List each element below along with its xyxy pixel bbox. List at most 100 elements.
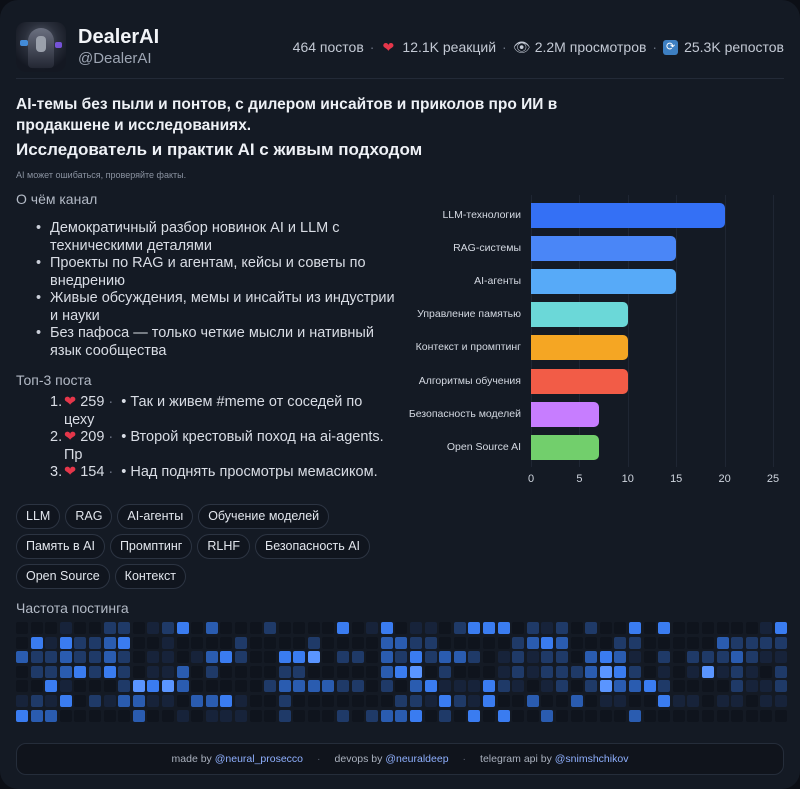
post-text[interactable]: Второй крестовый поход на ai-agents. Пр	[64, 429, 384, 463]
tag-chip[interactable]: Open Source	[16, 564, 110, 589]
avatar[interactable]	[16, 22, 66, 72]
heatmap-cell	[497, 709, 510, 722]
chart-bar[interactable]	[531, 269, 677, 295]
tag-chip[interactable]: RAG	[65, 504, 113, 529]
heatmap-cell	[322, 636, 335, 649]
heatmap-cell	[745, 680, 758, 693]
bar-category-label: Open Source AI	[446, 440, 521, 453]
heatmap-cell	[599, 651, 612, 664]
heatmap-cell	[745, 622, 758, 634]
devops-label: devops by	[334, 753, 383, 765]
heatmap-cell	[176, 694, 189, 707]
heatmap-cell	[453, 651, 466, 664]
heatmap-cell	[774, 622, 787, 634]
chart-bar[interactable]	[531, 203, 725, 228]
heatmap-cell	[526, 651, 539, 664]
chart-bar[interactable]	[531, 434, 599, 460]
heatmap-cell	[760, 636, 773, 649]
heatmap-cell	[701, 680, 714, 693]
heatmap-cell	[672, 709, 685, 722]
chart-bar[interactable]	[531, 335, 628, 361]
heatmap-cell	[307, 651, 320, 664]
heatmap-cell	[555, 694, 568, 707]
heatmap-cell	[774, 636, 787, 649]
heatmap-cell	[410, 680, 423, 693]
chart-bar[interactable]	[531, 368, 628, 394]
heatmap-cell	[337, 665, 350, 678]
devops-link[interactable]: @neuraldeep	[385, 753, 449, 765]
heatmap-cell	[45, 651, 58, 664]
post-rank: 2.	[50, 429, 63, 445]
heatmap-cell	[234, 694, 247, 707]
separator-dot: ·	[502, 39, 507, 55]
channel-description: AI-темы без пыли и понтов, с дилером инс…	[16, 96, 558, 134]
heatmap-cell	[555, 622, 568, 634]
heatmap-cell	[483, 651, 495, 664]
heatmap-cell	[687, 680, 700, 693]
separator-dot: ·	[462, 753, 467, 765]
tag-chip[interactable]: AI-агенты	[117, 504, 194, 529]
top-post-item[interactable]: 3. ❤ 154 · • Над поднять просмотры мемасик…	[50, 464, 378, 480]
separator-dot: ·	[317, 753, 321, 765]
heatmap-cell	[541, 680, 554, 693]
heatmap-cell	[118, 622, 131, 634]
tag-chip[interactable]: Память в AI	[16, 534, 105, 559]
chart-bar-row: Алгоритмы обучения	[400, 368, 785, 394]
heatmap-cell	[191, 651, 204, 664]
posts-count: 464 постов	[292, 39, 364, 55]
heatmap-cell	[395, 680, 408, 693]
heatmap-cell	[410, 651, 423, 664]
tag-chip[interactable]: Обучение моделей	[198, 504, 330, 529]
heart-icon: ❤	[64, 429, 81, 445]
heatmap-cell	[30, 651, 43, 664]
heatmap-cell	[731, 694, 744, 707]
heatmap-cell	[307, 694, 320, 707]
bar-category-label: Контекст и промптинг	[415, 341, 521, 354]
heatmap-cell	[555, 651, 568, 664]
heatmap-cell	[497, 694, 510, 707]
heatmap-cell	[351, 694, 364, 707]
chart-bar[interactable]	[531, 401, 599, 427]
heatmap-cell	[366, 680, 379, 693]
heatmap-cell	[643, 694, 656, 707]
heatmap-cell	[45, 636, 58, 649]
post-text[interactable]: Над поднять просмотры мемасиком.	[130, 464, 378, 480]
heatmap-cell	[16, 709, 28, 722]
heatmap-cell	[483, 694, 495, 707]
heatmap-cell	[351, 665, 364, 678]
heatmap-cell	[74, 680, 87, 693]
heatmap-cell	[453, 709, 466, 722]
tag-chip[interactable]: Промптинг	[109, 534, 193, 559]
bar-category-label: Безопасность моделей	[408, 407, 521, 420]
tag-chip[interactable]: Контекст	[114, 564, 186, 589]
heatmap-cell	[132, 636, 145, 649]
heatmap-cell	[716, 636, 729, 649]
heatmap-cell	[439, 665, 452, 678]
post-text[interactable]: Так и живем #meme от соседей по цеху	[64, 394, 363, 428]
heatmap-cell	[701, 651, 714, 664]
heatmap-cell	[628, 709, 641, 722]
channel-handle[interactable]: @DealerAI	[78, 50, 152, 67]
heatmap-cell	[88, 651, 101, 664]
chart-gridline	[579, 195, 581, 467]
tag-chip[interactable]: LLM	[16, 504, 61, 529]
api-link[interactable]: @snimshchikov	[554, 753, 629, 765]
top-post-item[interactable]: 1. ❤ 259 · • Так и живем #meme от соседей …	[50, 394, 363, 428]
heatmap-cell	[234, 636, 247, 649]
heatmap-cell	[264, 622, 277, 634]
heatmap-cell	[395, 622, 408, 634]
heatmap-cell	[264, 709, 277, 722]
chart-bar-row: LLM-технологии	[400, 203, 785, 228]
heatmap-cell	[293, 622, 306, 634]
chart-bar[interactable]	[531, 236, 677, 262]
heatmap-cell	[161, 694, 174, 707]
heatmap-cell	[351, 651, 364, 664]
heatmap-cell	[278, 680, 291, 693]
heatmap-cell	[16, 622, 28, 634]
made-by-link[interactable]: @neural_prosecco	[214, 753, 304, 765]
heatmap-cell	[541, 665, 554, 678]
chart-bar[interactable]	[531, 302, 628, 328]
top-post-item[interactable]: 2. ❤ 209 · • Второй крестовый поход на ai-…	[50, 429, 384, 463]
tag-chip[interactable]: Безопасность AI	[255, 534, 371, 559]
tag-chip[interactable]: RLHF	[197, 534, 251, 559]
